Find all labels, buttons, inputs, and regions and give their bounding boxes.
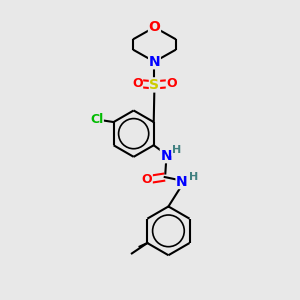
- Text: H: H: [189, 172, 198, 182]
- Text: N: N: [160, 148, 172, 163]
- Text: O: O: [167, 77, 177, 90]
- Text: H: H: [172, 145, 181, 155]
- Text: O: O: [142, 173, 152, 186]
- Text: Cl: Cl: [90, 113, 103, 126]
- Text: O: O: [132, 77, 142, 90]
- Text: N: N: [148, 55, 160, 69]
- Text: O: O: [148, 20, 160, 34]
- Text: S: S: [149, 78, 160, 92]
- Text: N: N: [176, 175, 188, 188]
